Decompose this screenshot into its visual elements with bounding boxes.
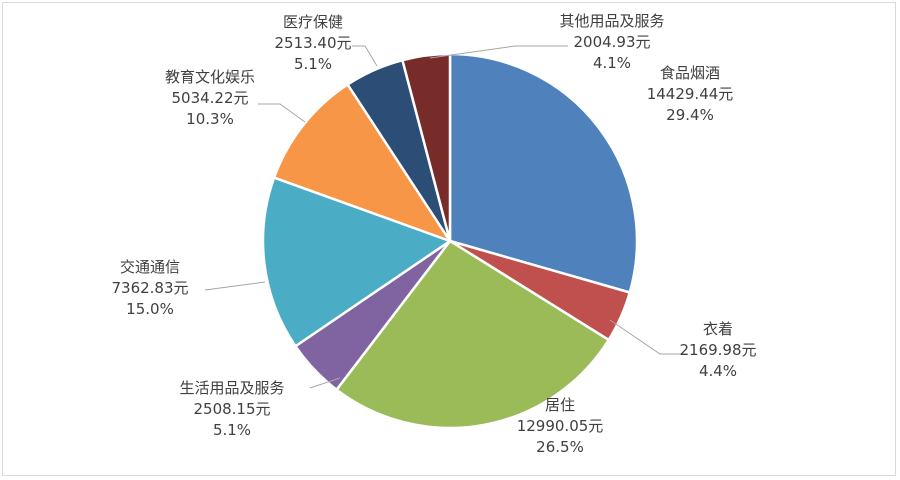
slice-name-0: 食品烟酒	[660, 64, 720, 82]
slice-percent-0: 29.4%	[666, 106, 714, 124]
slice-label-2: 居住 12990.05元 26.5%	[517, 396, 604, 456]
slice-name-7: 其他用品及服务	[559, 12, 664, 30]
slice-value-4: 7362.83元	[111, 279, 188, 297]
pie-slice-2	[335, 239, 610, 430]
data-labels: 食品烟酒 14429.44元 29.4% 衣着 2169.98元 4.4% 居住 12990.…	[111, 12, 756, 456]
slice-name-6: 医疗保健	[283, 13, 343, 31]
slice-label-3: 生活用品及服务 2508.15元 5.1%	[179, 379, 284, 439]
leader-line-7	[429, 45, 568, 59]
leader-line-4	[204, 281, 266, 291]
slice-value-2: 12990.05元	[517, 417, 604, 435]
slice-percent-3: 5.1%	[213, 421, 251, 439]
slice-name-3: 生活用品及服务	[179, 379, 284, 397]
slice-label-4: 交通通信 7362.83元 15.0%	[111, 258, 188, 318]
slice-percent-6: 5.1%	[294, 55, 332, 73]
pie-slice-4	[261, 176, 452, 348]
slice-value-0: 14429.44元	[647, 85, 734, 103]
slice-value-5: 5034.22元	[171, 89, 248, 107]
slice-name-1: 衣着	[703, 320, 733, 338]
slice-label-1: 衣着 2169.98元 4.4%	[679, 320, 756, 380]
slice-value-6: 2513.40元	[274, 34, 351, 52]
slice-percent-2: 26.5%	[536, 438, 584, 456]
pie-slice-5	[272, 83, 452, 243]
slice-percent-1: 4.4%	[699, 362, 737, 380]
leader-line-1	[609, 319, 688, 355]
slice-name-2: 居住	[545, 396, 575, 414]
slice-name-4: 交通通信	[120, 258, 180, 276]
leader-line-3	[309, 377, 341, 389]
slice-label-5: 教育文化娱乐 5034.22元 10.3%	[165, 68, 255, 128]
pie-slices	[261, 52, 639, 430]
pie-slice-0	[448, 52, 639, 294]
slice-percent-5: 10.3%	[186, 110, 234, 128]
slice-value-7: 2004.93元	[573, 33, 650, 51]
slice-percent-7: 4.1%	[593, 54, 631, 72]
slice-label-0: 食品烟酒 14429.44元 29.4%	[647, 64, 734, 124]
slice-value-1: 2169.98元	[679, 341, 756, 359]
leader-line-5	[258, 103, 306, 123]
slice-name-5: 教育文化娱乐	[165, 68, 255, 86]
slice-label-7: 其他用品及服务 2004.93元 4.1%	[559, 12, 664, 72]
slice-label-6: 医疗保健 2513.40元 5.1%	[274, 13, 351, 73]
leader-lines	[204, 45, 688, 389]
pie-slice-7	[401, 52, 452, 243]
leader-line-6	[352, 45, 378, 67]
slice-percent-4: 15.0%	[126, 300, 174, 318]
slice-value-3: 2508.15元	[193, 400, 270, 418]
